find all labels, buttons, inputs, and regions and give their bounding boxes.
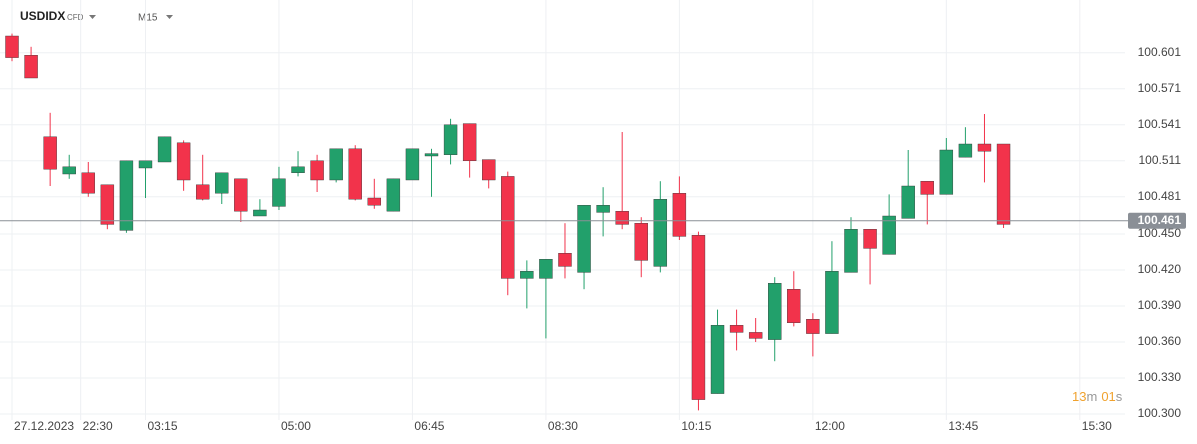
x-tick-label: 06:45 — [414, 419, 444, 433]
y-tick-label: 100.360 — [1138, 334, 1182, 348]
candle-body — [138, 160, 153, 169]
candle-body — [996, 143, 1011, 225]
candles — [5, 33, 1011, 411]
candle-body — [748, 332, 763, 339]
countdown-part: 13 — [1072, 389, 1086, 404]
candle-body — [482, 159, 496, 181]
y-tick-label: 100.300 — [1138, 406, 1182, 420]
candle-body — [462, 123, 477, 161]
candle-body — [691, 234, 706, 400]
candle-body — [5, 35, 19, 58]
candle-body — [405, 148, 420, 181]
candle-body — [787, 289, 801, 324]
last-price-label: 100.461 — [1138, 213, 1182, 227]
symbol[interactable]: USDIDX — [20, 9, 65, 23]
candle-body — [62, 166, 76, 175]
candle-body — [729, 325, 744, 333]
y-tick-label: 100.571 — [1138, 81, 1182, 95]
candle-body — [806, 319, 820, 334]
candle-body — [920, 180, 934, 195]
candle-body — [558, 252, 572, 267]
y-tick-label: 100.511 — [1139, 153, 1182, 167]
candle-body — [43, 136, 57, 170]
axes: 100.601 100.571 100.541 100.511 100.481 100.4… — [0, 45, 1186, 433]
candle-body — [291, 166, 305, 174]
candle-body — [386, 178, 401, 212]
candle-body — [539, 259, 553, 279]
candle-body — [119, 160, 134, 231]
candle-body — [443, 124, 458, 156]
grid — [0, 0, 1125, 420]
candle-body — [844, 228, 858, 273]
last-price-tag — [1128, 212, 1186, 229]
candle-body — [596, 204, 610, 213]
x-tick-label: 15:30 — [1082, 419, 1112, 433]
countdown: 13m 01s — [1072, 389, 1123, 404]
countdown-part: 01 — [1101, 389, 1115, 404]
x-tick-label: 08:30 — [548, 419, 578, 433]
candle-body — [634, 222, 648, 261]
timeframe[interactable]: M15 — [138, 13, 158, 24]
candle-body — [672, 192, 687, 237]
countdown-part: m — [1086, 389, 1097, 404]
candle-body — [348, 148, 362, 200]
x-tick-label: 27.12.2023 — [14, 419, 74, 433]
y-tick-label: 100.601 — [1138, 45, 1182, 59]
countdown-part: s — [1116, 389, 1123, 404]
candle-body — [100, 184, 115, 225]
candle-body — [768, 283, 782, 340]
dropdown-arrow[interactable] — [166, 15, 173, 19]
candle-body — [367, 197, 382, 206]
candle-body — [253, 209, 267, 217]
candle-body — [958, 143, 973, 158]
candle-body — [901, 185, 915, 219]
candle-body — [710, 325, 725, 394]
candle-body — [577, 204, 591, 273]
candle-body — [195, 184, 210, 200]
candle-body — [234, 178, 248, 212]
chart-header: USDIDX CFD M15 — [20, 9, 173, 24]
x-tick-label: 22:30 — [83, 419, 113, 433]
candle-body — [329, 148, 343, 181]
candle-body — [501, 176, 515, 279]
dropdown-arrow[interactable] — [89, 15, 96, 19]
candle-body — [825, 271, 839, 334]
candle-body — [939, 149, 954, 195]
y-tick-label: 100.450 — [1138, 226, 1182, 240]
candle-body — [977, 143, 992, 152]
candle-body — [863, 228, 877, 249]
y-tick-label: 100.420 — [1138, 262, 1182, 276]
candle-body — [215, 172, 229, 194]
candle-body — [653, 198, 668, 267]
y-tick-label: 100.330 — [1138, 370, 1182, 384]
candle-body — [615, 210, 629, 225]
x-tick-label: 03:15 — [147, 419, 177, 433]
y-tick-label: 100.390 — [1138, 298, 1182, 312]
y-tick-label: 100.541 — [1138, 117, 1182, 131]
candle-body — [24, 55, 38, 79]
x-tick-label: 05:00 — [281, 419, 311, 433]
candle-body — [272, 178, 286, 207]
candle-body — [520, 271, 534, 279]
x-tick-label: 10:15 — [681, 419, 711, 433]
y-tick-label: 100.481 — [1138, 189, 1182, 203]
candle-body — [310, 160, 324, 181]
candle-body — [176, 142, 191, 181]
instrument-type: CFD — [67, 13, 84, 22]
x-tick-label: 12:00 — [815, 419, 845, 433]
candle-body — [157, 136, 172, 163]
x-tick-label: 13:45 — [948, 419, 978, 433]
candle-body — [882, 215, 896, 255]
candle-body — [424, 153, 439, 157]
candle-body — [81, 172, 95, 194]
